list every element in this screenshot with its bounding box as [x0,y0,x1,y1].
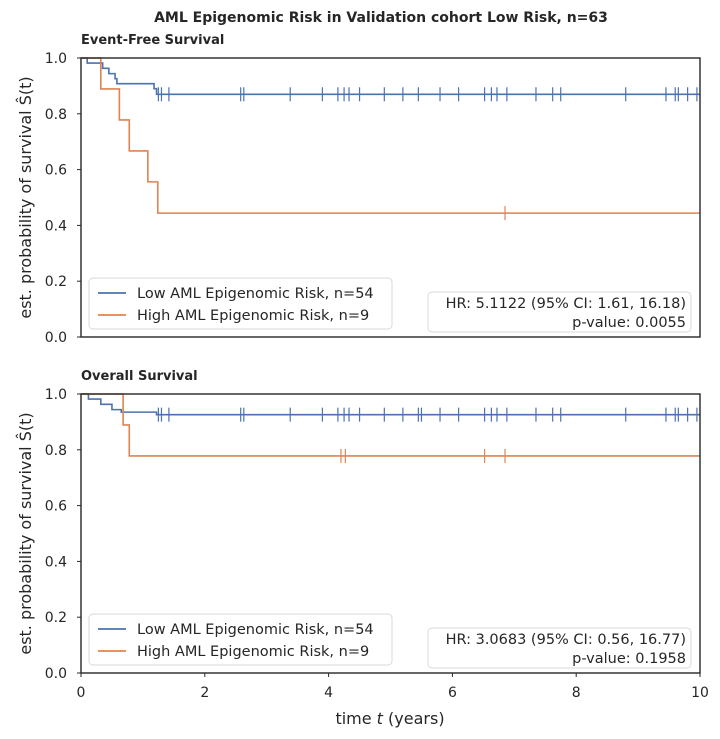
x-tick-label: 0 [77,685,86,701]
hazard-ratio-text: HR: 3.0683 (95% CI: 0.56, 16.77) [446,632,686,648]
panel-title: Overall Survival [81,369,198,384]
panel-event-free-survival: Event-Free Survival 0.0 0.2 0.4 0.6 0.8 1.0 est… [16,33,701,346]
y-axis-label: est. probability of survival Ŝ(t) [16,412,35,654]
y-tick-label: 0.4 [45,218,67,234]
legend-label: High AML Epigenomic Risk, n=9 [137,644,369,660]
y-axis-label: est. probability of survival Ŝ(t) [16,76,35,318]
x-tick-label: 4 [324,685,333,701]
y-tick-label: 1.0 [45,51,67,67]
y-tick-label: 0.8 [45,107,67,123]
legend: Low AML Epigenomic Risk, n=54 High AML Ep… [88,277,393,330]
survival-curve-low-risk [81,57,700,96]
legend-label: Low AML Epigenomic Risk, n=54 [137,622,374,638]
y-tick-label: 1.0 [45,387,67,403]
x-tick-label: 6 [448,685,457,701]
y-tick-label: 0.6 [45,499,67,515]
axes-frame [80,393,701,674]
p-value-text: p-value: 0.1958 [572,651,686,667]
legend-label: Low AML Epigenomic Risk, n=54 [137,286,374,302]
legend: Low AML Epigenomic Risk, n=54 High AML Ep… [88,613,393,666]
panel-overall-survival: Overall Survival 0.0 0.2 0.4 0.6 0.8 1.0 0 2 4 6 8 1… [16,369,709,701]
survival-curve-low-risk [81,393,700,416]
y-tick-label: 0.6 [45,163,67,179]
stats-box [427,627,692,669]
survival-curve-high-risk [81,393,700,457]
hazard-ratio-text: HR: 5.1122 (95% CI: 1.61, 16.18) [446,296,686,312]
axes-frame [80,57,701,338]
stats-box [427,291,692,333]
stats-annotation: HR: 5.1122 (95% CI: 1.61, 16.18) p-value:… [427,291,692,333]
curves [81,57,700,221]
y-tick-label: 0.8 [45,443,67,459]
panel-title: Event-Free Survival [81,33,224,48]
y-tick-label: 0.0 [45,330,67,346]
legend-label: High AML Epigenomic Risk, n=9 [137,308,369,324]
survival-curve-high-risk [81,57,700,214]
p-value-text: p-value: 0.0055 [572,315,686,331]
x-axis-label: time t (years) [335,709,444,728]
x-tick-label: 8 [572,685,581,701]
y-tick-label: 0.2 [45,610,67,626]
x-tick-label: 2 [200,685,209,701]
stats-annotation: HR: 3.0683 (95% CI: 0.56, 16.77) p-value:… [427,627,692,669]
legend-box [88,613,393,666]
curves [81,393,700,463]
figure-suptitle: AML Epigenomic Risk in Validation cohort… [154,10,608,26]
x-tick-label: 10 [691,685,709,701]
y-tick-label: 0.4 [45,554,67,570]
y-tick-label: 0.0 [45,666,67,682]
legend-box [88,277,393,330]
y-tick-label: 0.2 [45,274,67,290]
